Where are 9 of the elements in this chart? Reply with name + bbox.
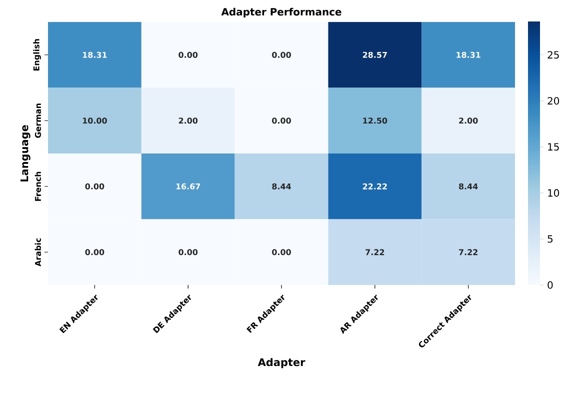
color-bar-label: 20 xyxy=(548,97,560,105)
x-axis-title: Adapter xyxy=(258,358,306,368)
color-bar-label: 0 xyxy=(548,281,553,289)
y-axis-title: Language xyxy=(20,125,30,182)
color-bar-label: 15 xyxy=(548,143,559,151)
chart-title: Adapter Performance xyxy=(221,8,342,18)
color-bar-label: 25 xyxy=(548,51,559,59)
color-bar-label: 5 xyxy=(548,235,552,243)
color-bar-label: 10 xyxy=(548,189,560,197)
